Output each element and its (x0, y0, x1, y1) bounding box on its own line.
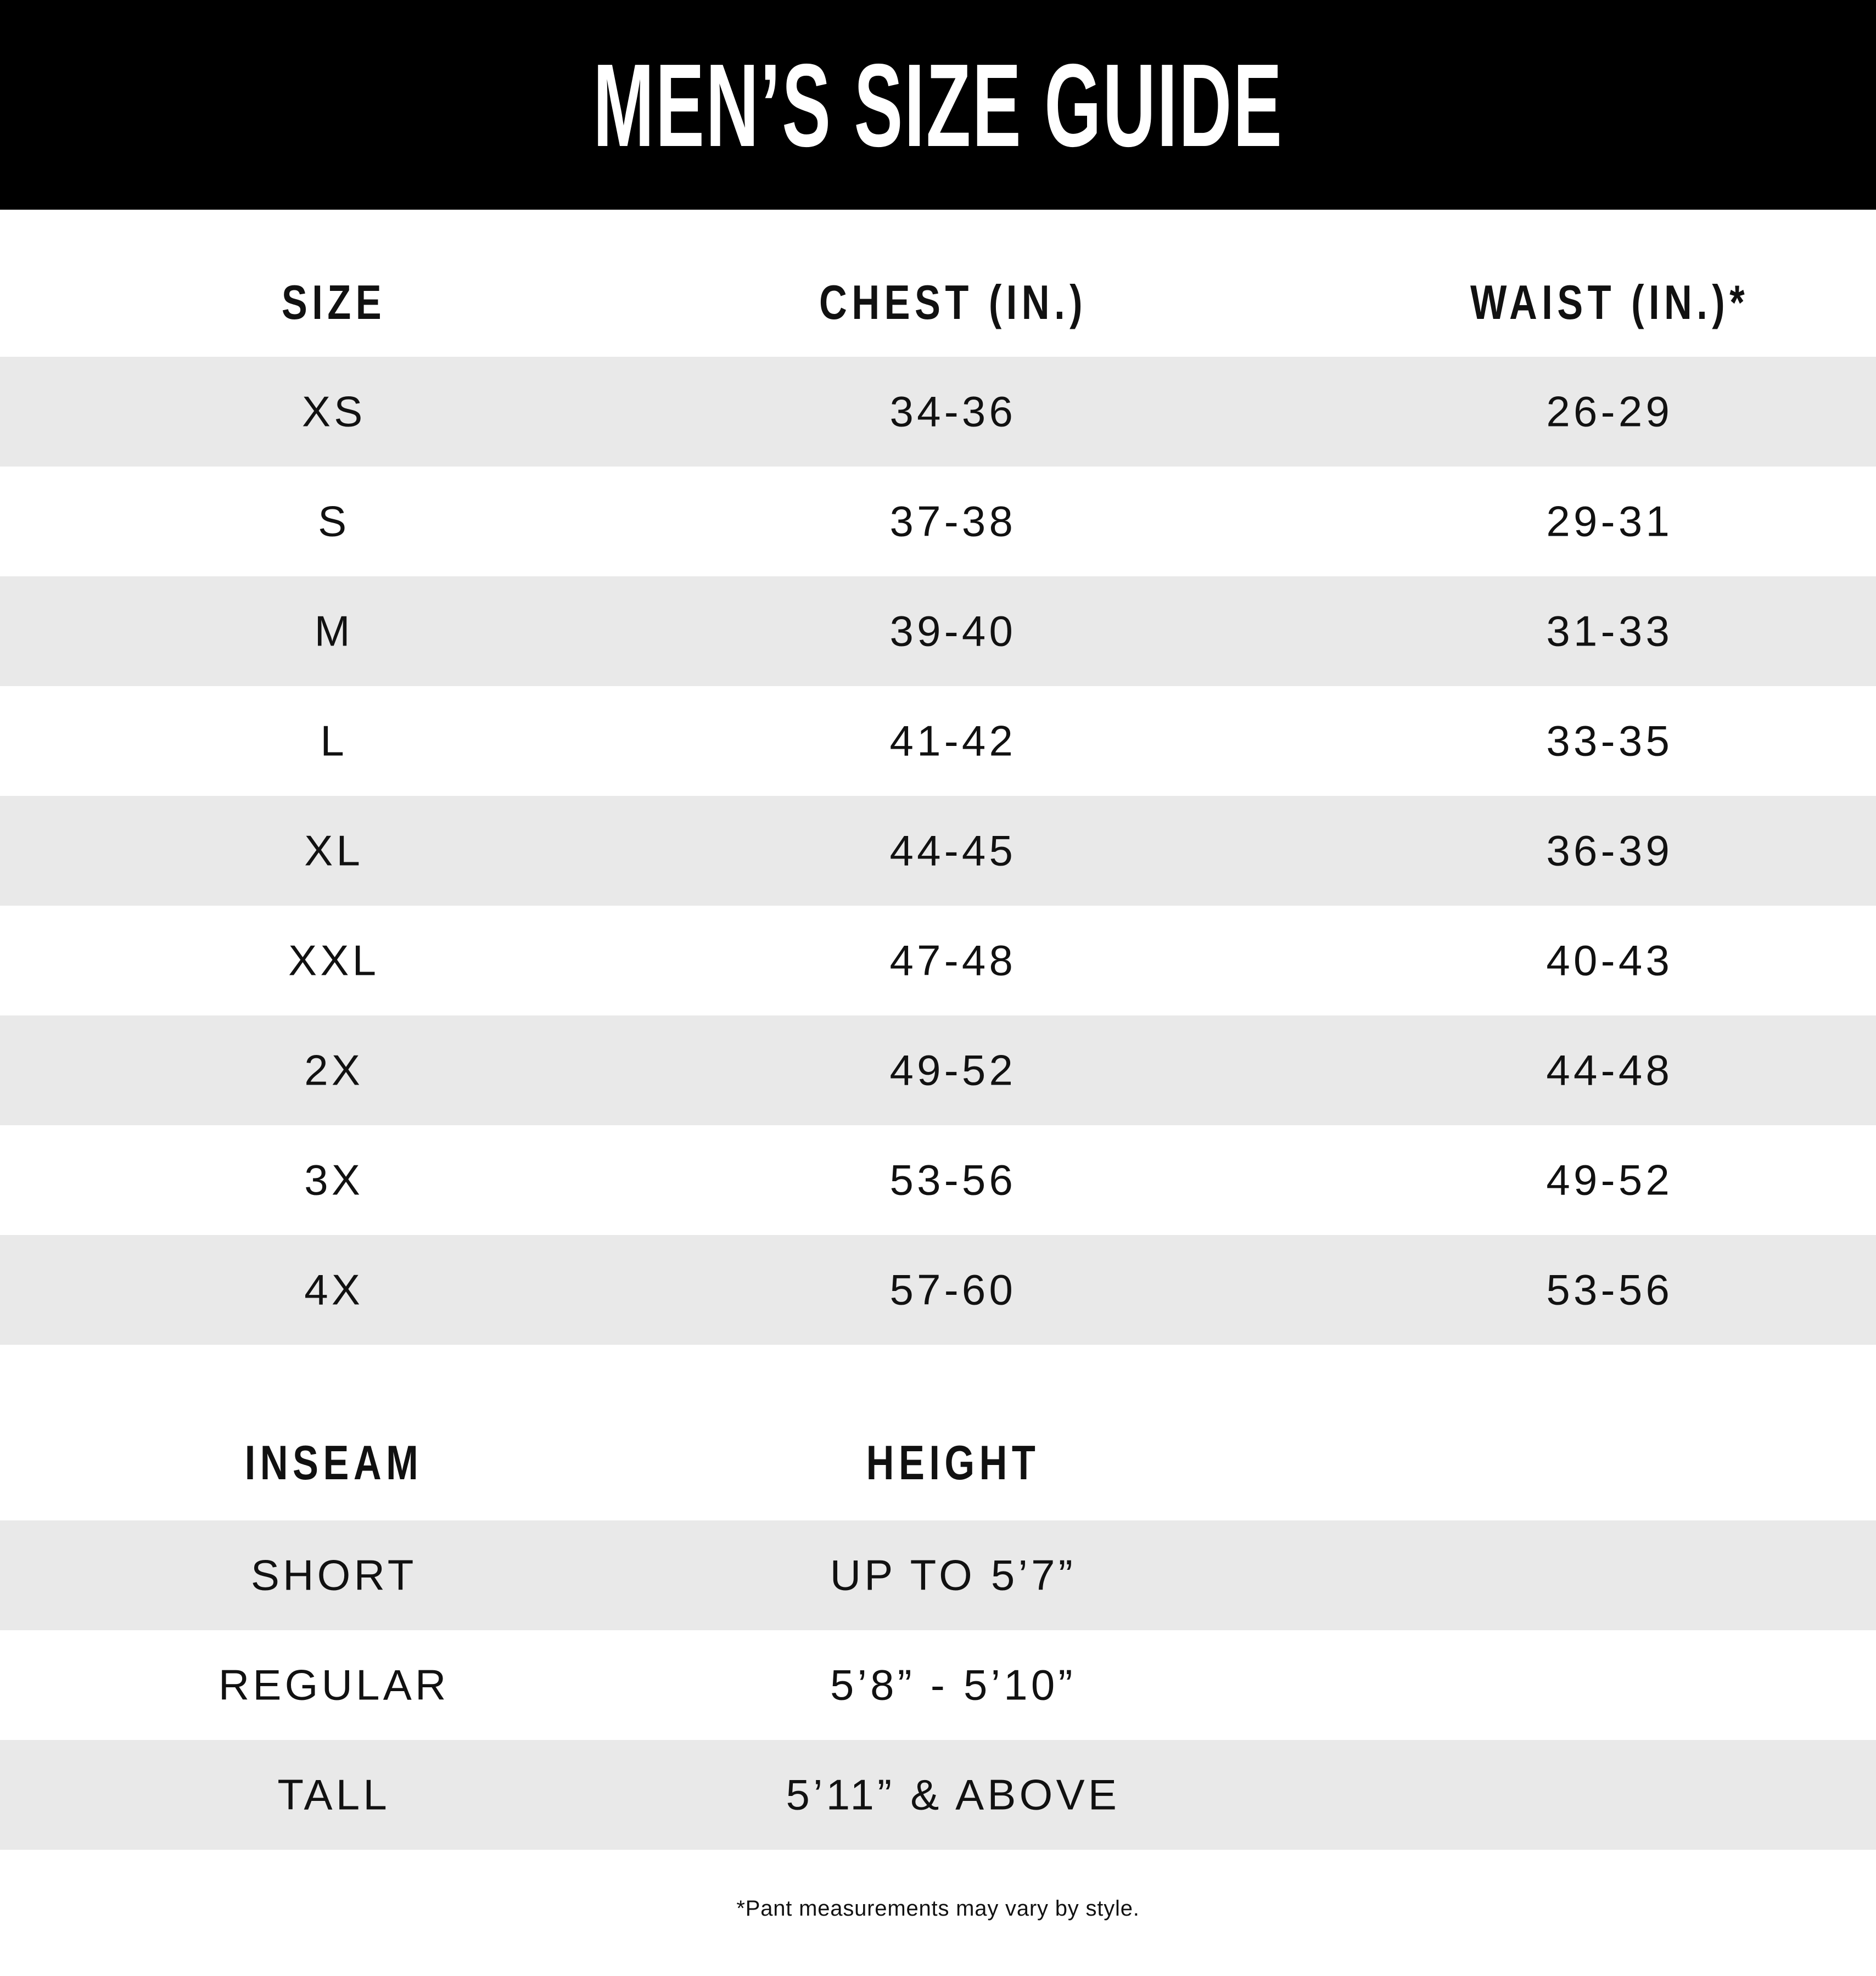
size-cell: XXL (288, 936, 380, 985)
chest-cell: 53-56 (889, 1155, 1017, 1204)
waist-cell: 44-48 (1546, 1046, 1673, 1094)
table-row-xxl: XXL 47-48 40-43 (0, 906, 1876, 1015)
inseam-table: INSEAM HEIGHT SHORT UP TO 5’7” REGULAR 5… (0, 1405, 1876, 1850)
table-row-xs: XS 34-36 26-29 (0, 357, 1876, 467)
waist-cell: 53-56 (1546, 1265, 1673, 1314)
table-row-s: S 37-38 29-31 (0, 467, 1876, 576)
size-cell: M (314, 607, 354, 655)
inseam-cell: REGULAR (218, 1660, 450, 1709)
column-header-waist: WAIST (IN.)* (1470, 274, 1749, 329)
table-row-m: M 39-40 31-33 (0, 576, 1876, 686)
footnote: *Pant measurements may vary by style. (736, 1896, 1140, 1921)
size-cell: XS (301, 387, 366, 436)
size-cell: XL (304, 826, 364, 875)
size-cell: S (318, 497, 350, 546)
table-row-short: SHORT UP TO 5’7” (0, 1520, 1876, 1630)
chest-cell: 49-52 (889, 1046, 1017, 1094)
table-row-xl: XL 44-45 36-39 (0, 796, 1876, 906)
height-cell: 5’11” & ABOVE (786, 1770, 1121, 1819)
waist-cell: 40-43 (1546, 936, 1673, 985)
column-header-chest: CHEST (IN.) (819, 274, 1087, 329)
footnote-area: *Pant measurements may vary by style. (0, 1850, 1876, 1921)
inseam-table-header-row: INSEAM HEIGHT (0, 1405, 1876, 1520)
waist-cell: 33-35 (1546, 716, 1673, 765)
height-cell: 5’8” - 5’10” (830, 1660, 1076, 1709)
chest-cell: 57-60 (889, 1265, 1017, 1314)
column-header-height: HEIGHT (866, 1435, 1040, 1490)
table-row-2x: 2X 49-52 44-48 (0, 1015, 1876, 1125)
waist-cell: 26-29 (1546, 387, 1673, 436)
size-cell: L (320, 716, 348, 765)
chest-cell: 37-38 (889, 497, 1017, 546)
chest-cell: 39-40 (889, 607, 1017, 655)
waist-cell: 31-33 (1546, 607, 1673, 655)
chest-cell: 47-48 (889, 936, 1017, 985)
table-row-l: L 41-42 33-35 (0, 686, 1876, 796)
chest-cell: 41-42 (889, 716, 1017, 765)
size-cell: 2X (304, 1046, 364, 1094)
section-spacer (0, 1345, 1876, 1405)
chest-cell: 44-45 (889, 826, 1017, 875)
inseam-cell: TALL (277, 1770, 391, 1819)
size-table-header-row: SIZE CHEST (IN.) WAIST (IN.)* (0, 210, 1876, 357)
header-banner: MEN’S SIZE GUIDE (0, 0, 1876, 210)
waist-cell: 49-52 (1546, 1155, 1673, 1204)
size-cell: 3X (304, 1155, 364, 1204)
chest-cell: 34-36 (889, 387, 1017, 436)
table-row-4x: 4X 57-60 53-56 (0, 1235, 1876, 1345)
table-row-3x: 3X 53-56 49-52 (0, 1125, 1876, 1235)
table-row-regular: REGULAR 5’8” - 5’10” (0, 1630, 1876, 1740)
waist-cell: 36-39 (1546, 826, 1673, 875)
inseam-cell: SHORT (250, 1551, 417, 1599)
page-title: MEN’S SIZE GUIDE (592, 38, 1284, 171)
size-table: SIZE CHEST (IN.) WAIST (IN.)* XS 34-36 2… (0, 210, 1876, 1345)
waist-cell: 29-31 (1546, 497, 1673, 546)
column-header-size: SIZE (282, 274, 387, 329)
table-row-tall: TALL 5’11” & ABOVE (0, 1740, 1876, 1850)
height-cell: UP TO 5’7” (830, 1551, 1076, 1599)
column-header-inseam: INSEAM (244, 1435, 423, 1490)
size-cell: 4X (304, 1265, 364, 1314)
